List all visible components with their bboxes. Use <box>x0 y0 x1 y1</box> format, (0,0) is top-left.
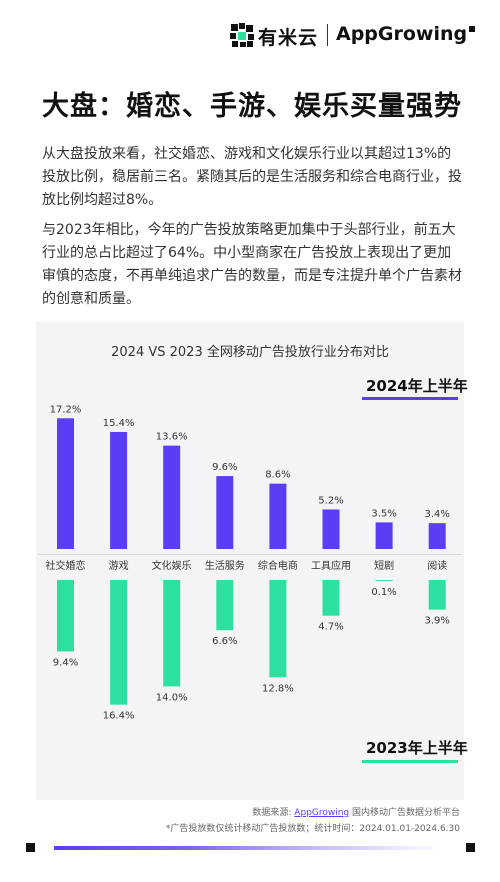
youmi-logo-icon <box>230 23 254 47</box>
source-suffix: 国内移动广告数据分析平台 <box>349 808 460 818</box>
bar-2023-7 <box>428 580 446 610</box>
paragraph-1: 从大盘投放来看，社交婚恋、游戏和文化娱乐行业以其超过13%的投放比例，稳居前三名… <box>42 146 462 208</box>
value-label-2024-3: 9.6% <box>212 462 237 473</box>
value-label-2024-5: 5.2% <box>318 495 343 506</box>
source-prefix: 数据来源: <box>252 808 295 818</box>
brand-name-cn: 有米云 <box>258 27 319 49</box>
footer-square-right <box>466 843 475 852</box>
value-label-2023-6: 0.1% <box>371 587 396 598</box>
value-label-2023-3: 6.6% <box>212 636 237 647</box>
bar-2023-3 <box>216 580 234 631</box>
value-label-2023-1: 16.4% <box>103 711 135 722</box>
brand-dot-icon <box>469 26 476 32</box>
value-label-2024-0: 17.2% <box>50 404 82 415</box>
value-label-2023-7: 3.9% <box>424 616 449 627</box>
category-label-5: 工具应用 <box>311 559 351 572</box>
legend-2024-underline <box>362 397 458 400</box>
bar-2024-2 <box>163 445 181 549</box>
bar-2023-5 <box>322 580 340 616</box>
bar-2023-1 <box>110 580 128 705</box>
category-label-2: 文化娱乐 <box>152 559 192 572</box>
value-label-2024-1: 15.4% <box>103 418 135 429</box>
bar-2024-4 <box>269 483 287 549</box>
bar-2024-1 <box>110 431 128 549</box>
source-link[interactable]: AppGrowing <box>294 808 350 818</box>
page-title: 大盘：婚恋、手游、娱乐买量强势 <box>42 91 462 122</box>
bar-2024-6 <box>375 522 393 549</box>
category-label-1: 游戏 <box>109 559 129 572</box>
bar-2024-7 <box>428 523 446 549</box>
stat-note: *广告投放数仅统计移动广告投放数；统计时间：2024.01.01-2024.6.… <box>165 824 460 834</box>
value-label-2023-2: 14.0% <box>156 692 188 703</box>
chart-title: 2024 VS 2023 全网移动广告投放行业分布对比 <box>111 345 389 360</box>
brand-divider <box>327 24 328 46</box>
category-label-6: 短剧 <box>374 559 394 572</box>
value-label-2024-2: 13.6% <box>156 432 188 443</box>
value-label-2024-4: 8.6% <box>265 470 290 481</box>
category-label-7: 阅读 <box>427 559 447 572</box>
footer-gradient-bar <box>54 846 444 850</box>
bar-2024-5 <box>322 509 340 549</box>
bar-2023-4 <box>269 580 287 678</box>
brand-name-en: AppGrowing <box>336 23 476 45</box>
category-label-0: 社交婚恋 <box>46 559 86 572</box>
bar-2023-0 <box>57 580 74 652</box>
category-label-3: 生活服务 <box>205 559 245 572</box>
footer-square-left <box>26 843 35 852</box>
value-label-2023-0: 9.4% <box>53 657 78 668</box>
value-label-2024-7: 3.4% <box>424 509 449 520</box>
value-label-2023-5: 4.7% <box>318 622 343 633</box>
bar-2023-2 <box>163 580 181 687</box>
value-label-2024-6: 3.5% <box>371 508 396 519</box>
brand-header: 有米云 AppGrowing <box>0 18 500 54</box>
paragraph-2: 与2023年相比，今年的广告投放策略更加集中于头部行业，前五大行业的总占比超过了… <box>42 222 462 307</box>
legend-2023: 2023年上半年 <box>366 739 468 757</box>
bar-2024-0 <box>57 418 74 549</box>
bar-2024-3 <box>216 476 234 549</box>
category-label-4: 综合电商 <box>258 559 298 572</box>
legend-2023-underline <box>362 760 458 763</box>
legend-2024: 2024年上半年 <box>366 377 468 395</box>
brand-name-en-text: AppGrowing <box>336 23 468 45</box>
bar-2023-6 <box>375 580 393 581</box>
chart-panel <box>36 322 464 800</box>
data-source: 数据来源: AppGrowing 国内移动广告数据分析平台 <box>160 805 460 818</box>
value-label-2023-4: 12.8% <box>262 683 294 694</box>
